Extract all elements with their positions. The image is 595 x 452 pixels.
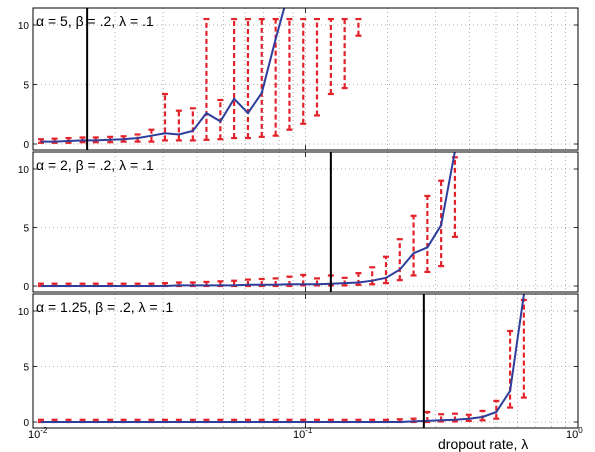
ytick-label: 10 bbox=[18, 21, 30, 32]
panel-frame bbox=[32, 151, 579, 293]
mean-line bbox=[41, 294, 525, 423]
xtick-label-0: 10-2 bbox=[28, 426, 48, 441]
y-axis: 0 5 10 bbox=[18, 307, 578, 429]
panels: 0 5 10 α = 5, β = .2, λ = .1 0 5 10 α = 2, β = … bbox=[18, 7, 579, 429]
x-axis-title: dropout rate, λ bbox=[438, 436, 528, 452]
error-bar bbox=[396, 238, 403, 282]
error-bar bbox=[300, 17, 307, 125]
ytick-label: 0 bbox=[23, 282, 29, 293]
panel-3: 0 5 10 α = 1.25, β = .2, λ = .1 bbox=[18, 293, 579, 429]
ytick-label: 10 bbox=[18, 165, 30, 176]
error-bar bbox=[244, 17, 251, 140]
error-bar bbox=[203, 17, 210, 141]
error-bar bbox=[493, 399, 500, 420]
panel-annotation: α = 2, β = .2, λ = .1 bbox=[36, 157, 154, 173]
error-bar bbox=[231, 17, 238, 140]
grid-lines bbox=[33, 8, 578, 150]
error-bar bbox=[479, 409, 486, 422]
xtick-label-1: 10-1 bbox=[293, 426, 313, 441]
error-bar bbox=[161, 92, 168, 142]
ytick-label: 5 bbox=[23, 363, 29, 374]
error-bar bbox=[424, 194, 431, 274]
ytick-label: 5 bbox=[23, 224, 29, 235]
panel-annotation: α = 5, β = .2, λ = .1 bbox=[36, 13, 154, 29]
plot-content bbox=[38, 8, 362, 150]
plot-area bbox=[33, 294, 578, 428]
error-bar bbox=[286, 17, 293, 131]
mean-line bbox=[41, 152, 456, 287]
panel-1: 0 5 10 α = 5, β = .2, λ = .1 bbox=[18, 7, 579, 151]
ytick-label: 10 bbox=[18, 307, 30, 318]
error-bar bbox=[507, 329, 514, 409]
error-bars bbox=[38, 17, 362, 144]
xtick-label-2: 100 bbox=[566, 426, 583, 441]
error-bar bbox=[148, 128, 155, 143]
y-axis: 0 5 10 bbox=[18, 165, 578, 293]
mean-line bbox=[41, 8, 286, 143]
panel-frame bbox=[32, 293, 579, 429]
error-bar bbox=[355, 17, 362, 37]
panel-2: 0 5 10 α = 2, β = .2, λ = .1 bbox=[18, 151, 579, 293]
error-bar bbox=[327, 17, 334, 96]
y-axis: 0 5 10 bbox=[18, 21, 578, 151]
error-bar bbox=[410, 214, 417, 277]
ytick-label: 0 bbox=[23, 418, 29, 429]
ytick-label: 5 bbox=[23, 81, 29, 92]
error-bar bbox=[313, 17, 320, 117]
panel-frame bbox=[32, 7, 579, 151]
plot-area bbox=[33, 8, 578, 150]
error-bar bbox=[189, 107, 196, 142]
ytick-label: 0 bbox=[23, 140, 29, 151]
plot-content bbox=[38, 152, 458, 292]
x-axis-labels: 10-2 10-1 100 dropout rate, λ bbox=[28, 426, 583, 452]
panel-annotation: α = 1.25, β = .2, λ = .1 bbox=[36, 299, 173, 315]
error-bar bbox=[258, 17, 265, 138]
error-bar bbox=[341, 276, 348, 287]
plot-content bbox=[38, 294, 527, 428]
error-bar bbox=[341, 17, 348, 90]
